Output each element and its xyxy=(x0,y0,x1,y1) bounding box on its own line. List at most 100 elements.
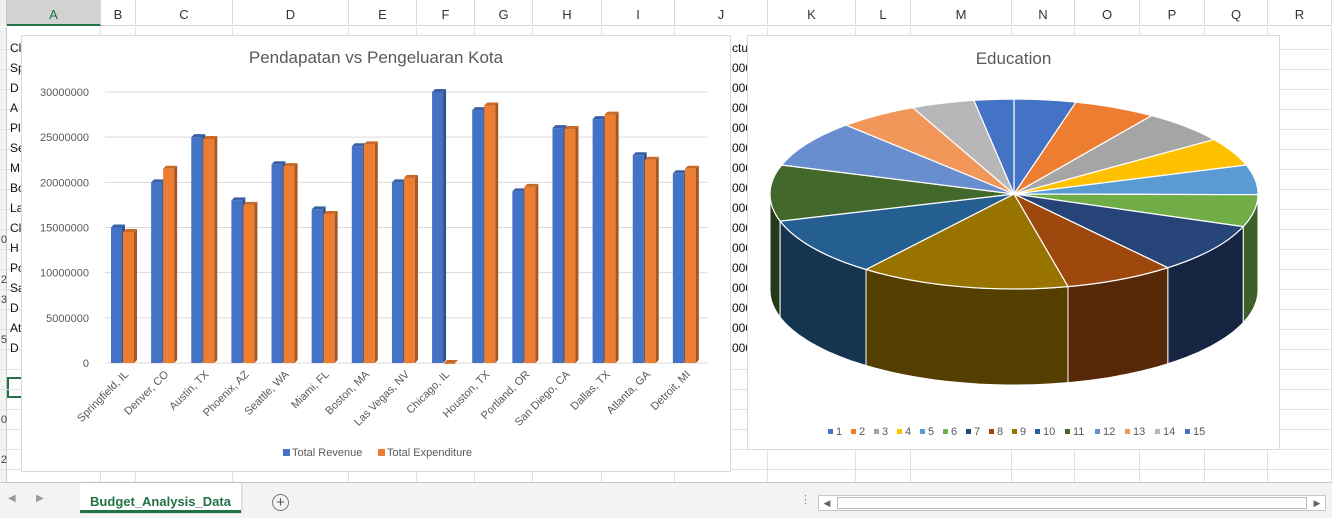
bar-total-expenditure[interactable] xyxy=(644,156,659,363)
cell-j-header-text[interactable]: ctu xyxy=(732,41,749,55)
cell-a-text[interactable]: Bo xyxy=(10,181,22,195)
cell-a-text[interactable]: La xyxy=(10,201,22,215)
bar-total-expenditure[interactable] xyxy=(123,229,137,363)
bar-total-revenue[interactable] xyxy=(151,179,166,363)
cell-a-text[interactable]: D xyxy=(10,81,19,95)
bar-total-revenue[interactable] xyxy=(271,161,286,363)
cell-a-text[interactable]: A xyxy=(10,101,19,115)
bar-total-revenue[interactable] xyxy=(351,143,366,363)
legend-swatch xyxy=(1012,429,1017,434)
cell-a-text[interactable]: Sp xyxy=(10,61,22,75)
prev-sheet-arrow-icon[interactable]: ◀ xyxy=(8,493,16,504)
next-sheet-arrow-icon[interactable]: ▶ xyxy=(36,493,44,504)
bar-total-expenditure[interactable] xyxy=(163,165,178,363)
cell-a-text[interactable]: Po xyxy=(10,261,22,275)
pie-slice[interactable] xyxy=(778,193,1015,271)
pie-chart[interactable]: Education 1 2 3 4 5 6 7 8 9 10 11 12 13 14 15 xyxy=(747,35,1280,450)
row-number[interactable]: 2 xyxy=(0,454,7,466)
column-header-q[interactable]: Q xyxy=(1205,0,1268,26)
bar-total-revenue[interactable] xyxy=(111,224,125,364)
bar-total-expenditure[interactable] xyxy=(203,135,218,363)
cell-a-text[interactable]: Pl xyxy=(10,121,21,135)
bar-total-revenue[interactable] xyxy=(391,179,406,363)
row-header-strip[interactable] xyxy=(0,27,7,482)
pie-slice[interactable] xyxy=(769,164,1015,222)
bar-total-expenditure[interactable] xyxy=(323,210,338,363)
column-header-p[interactable]: P xyxy=(1140,0,1205,26)
cell-a-text[interactable]: D xyxy=(10,341,19,355)
cell-a-text[interactable]: M xyxy=(10,161,20,175)
bar-total-revenue[interactable] xyxy=(432,89,447,363)
column-header-m[interactable]: M xyxy=(911,0,1012,26)
scroll-right-icon[interactable]: ▶ xyxy=(1313,498,1321,508)
pie-slice[interactable] xyxy=(780,124,1015,195)
column-header-b[interactable]: B xyxy=(101,0,136,26)
cell-a-text[interactable]: Cl xyxy=(10,221,22,235)
pie-slice[interactable] xyxy=(1013,193,1245,269)
bar-total-expenditure[interactable] xyxy=(283,163,298,363)
cell-a-text[interactable]: H xyxy=(10,241,19,255)
column-header-h[interactable]: H xyxy=(533,0,602,26)
add-sheet-button[interactable]: + xyxy=(272,494,289,511)
row-number[interactable]: 2 xyxy=(0,274,7,286)
row-number[interactable]: 0 xyxy=(0,414,7,426)
tab-split-handle-icon[interactable]: ⋮ xyxy=(800,494,811,506)
cell-a-text[interactable]: At xyxy=(10,321,22,335)
bar-total-revenue[interactable] xyxy=(632,152,647,363)
cell-a-text[interactable]: Cl xyxy=(10,41,22,55)
cell-a-text[interactable]: Se xyxy=(10,141,22,155)
horizontal-scrollbar[interactable]: ◀ ▶ xyxy=(818,495,1326,511)
pie-slice[interactable] xyxy=(973,98,1015,195)
column-header-g[interactable]: G xyxy=(475,0,533,26)
bar-total-expenditure[interactable] xyxy=(484,102,499,364)
bar-total-revenue[interactable] xyxy=(672,170,687,363)
bar-total-expenditure[interactable] xyxy=(684,165,699,363)
legend-swatch xyxy=(283,449,290,456)
legend-label: 5 xyxy=(928,426,934,438)
bar-total-revenue[interactable] xyxy=(472,107,487,363)
column-header-j[interactable]: J xyxy=(675,0,768,26)
legend-label: 13 xyxy=(1133,426,1145,438)
bar-total-expenditure[interactable] xyxy=(604,111,619,363)
bar-total-expenditure[interactable] xyxy=(524,183,539,363)
x-tick-label: Miami, FL xyxy=(289,369,332,412)
pie-slice[interactable] xyxy=(1012,192,1170,288)
column-header-l[interactable]: L xyxy=(856,0,911,26)
legend-label: 10 xyxy=(1043,426,1055,438)
pie-slice[interactable] xyxy=(864,193,1069,290)
bar-total-revenue[interactable] xyxy=(592,116,607,363)
bar-total-revenue[interactable] xyxy=(231,197,246,363)
bar-total-expenditure[interactable] xyxy=(363,141,378,363)
bar-total-expenditure[interactable] xyxy=(444,360,459,364)
row-number[interactable]: 3 xyxy=(0,294,7,306)
column-header-r[interactable]: R xyxy=(1268,0,1332,26)
bar-chart[interactable]: Pendapatan vs Pengeluaran Kota 0 5000000 1… xyxy=(21,35,731,472)
bar-total-expenditure[interactable] xyxy=(243,201,258,363)
column-header-d[interactable]: D xyxy=(233,0,349,26)
column-header-n[interactable]: N xyxy=(1012,0,1075,26)
cell-a-text[interactable]: Sa xyxy=(10,281,22,295)
column-header-a[interactable]: A xyxy=(7,0,101,26)
column-header-i[interactable]: I xyxy=(602,0,675,26)
legend-label: 9 xyxy=(1020,426,1026,438)
column-header-f[interactable]: F xyxy=(417,0,475,26)
column-header-c[interactable]: C xyxy=(136,0,233,26)
bar-total-revenue[interactable] xyxy=(191,134,206,363)
sheet-tab-budget-analysis-data[interactable]: Budget_Analysis_Data xyxy=(80,483,241,513)
pie-chart-title: Education xyxy=(975,49,1052,68)
bar-total-revenue[interactable] xyxy=(552,125,567,363)
bar-total-expenditure[interactable] xyxy=(564,126,579,363)
column-header-e[interactable]: E xyxy=(349,0,417,26)
select-all-corner[interactable] xyxy=(0,0,7,26)
column-header-k[interactable]: K xyxy=(768,0,856,26)
cell-a-text[interactable]: D xyxy=(10,301,19,315)
bar-total-revenue[interactable] xyxy=(512,188,527,363)
row-number[interactable]: 5 xyxy=(0,334,7,346)
column-header-o[interactable]: O xyxy=(1075,0,1140,26)
scrollbar-thumb[interactable] xyxy=(837,497,1307,509)
row-number[interactable]: 0 xyxy=(0,234,7,246)
bar-total-expenditure[interactable] xyxy=(403,174,418,363)
bar-total-revenue[interactable] xyxy=(311,206,326,363)
legend-label: 15 xyxy=(1193,426,1205,438)
scroll-left-icon[interactable]: ◀ xyxy=(823,498,831,508)
